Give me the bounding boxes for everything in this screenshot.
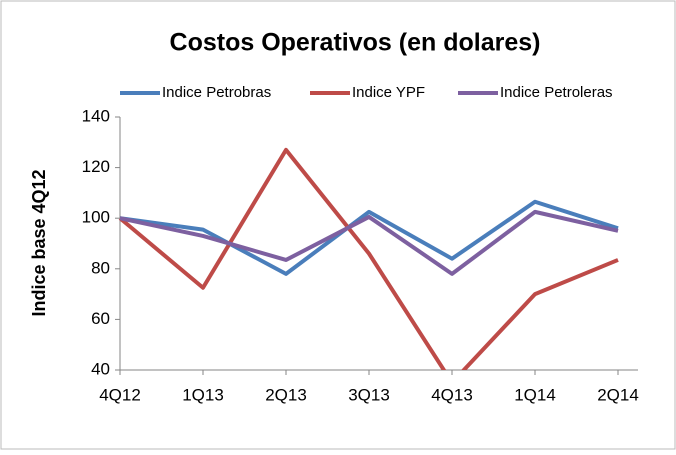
y-tick-label: 100: [82, 208, 110, 227]
x-tick-label: 1Q13: [182, 385, 224, 404]
x-tick-label: 4Q13: [431, 385, 473, 404]
x-tick-label: 2Q14: [597, 385, 639, 404]
x-tick-label: 4Q12: [99, 385, 141, 404]
y-tick-label: 40: [91, 359, 110, 378]
x-tick-label: 2Q13: [265, 385, 307, 404]
series-line: [119, 199, 619, 276]
y-tick-label: 60: [91, 309, 110, 328]
chart-title: Costos Operativos (en dolares): [170, 29, 541, 57]
legend-label: Indice Petroleras: [500, 84, 613, 101]
series-line: [119, 209, 619, 276]
legend-label: Indice YPF: [352, 84, 425, 101]
y-tick-label: 120: [82, 157, 110, 176]
x-tick-label: 3Q13: [348, 385, 390, 404]
x-tick-label: 1Q14: [514, 385, 556, 404]
series-line: [118, 147, 619, 370]
y-tick-label: 140: [82, 106, 110, 125]
y-axis-label: Indice base 4Q12: [29, 169, 49, 316]
y-tick-label: 80: [91, 258, 110, 277]
legend-label: Indice Petrobras: [162, 84, 271, 101]
